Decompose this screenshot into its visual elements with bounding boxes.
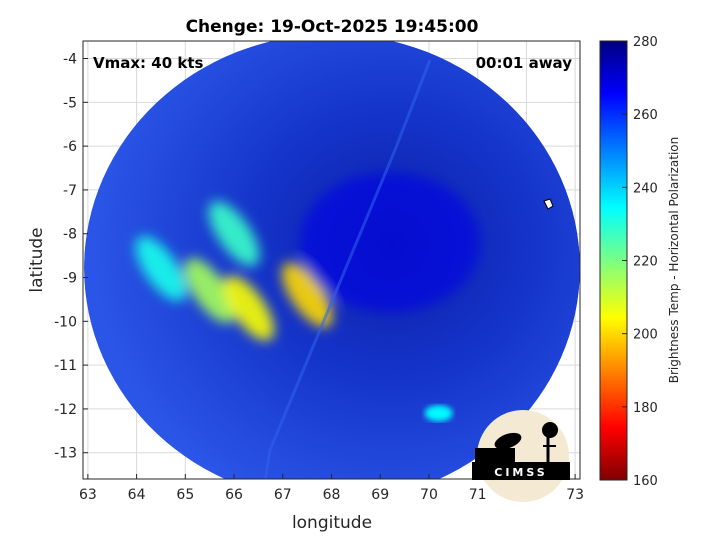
y-tick-label: -9 [63, 271, 77, 287]
chart-title: Chenge: 19-Oct-2025 19:45:00 [186, 17, 479, 37]
eye-region [299, 172, 480, 313]
y-axis-label: latitude [27, 227, 47, 292]
colorbar-label: Brightness Temp - Horizontal Polarizatio… [667, 137, 681, 384]
y-tick-label: -4 [63, 52, 77, 68]
y-tick-label: -13 [54, 446, 77, 462]
cold-band [281, 262, 333, 328]
x-tick-label: 69 [371, 487, 389, 503]
cold-band [184, 258, 236, 324]
colorbar-tick-label: 260 [633, 108, 658, 123]
y-tick-label: -12 [54, 402, 77, 418]
cold-band [223, 275, 275, 341]
y-tick-label: -10 [54, 314, 77, 330]
cimss-logo: CIMSS [472, 410, 570, 502]
cold-band [135, 236, 187, 302]
y-tick-label: -6 [63, 139, 77, 155]
x-tick-label: 64 [128, 487, 146, 503]
convective-bands [135, 172, 480, 341]
x-axis-label: longitude [292, 513, 372, 533]
colorbar-tick-label: 200 [633, 328, 658, 343]
time-away-annotation: 00:01 away [476, 54, 573, 72]
x-tick-label: 70 [420, 487, 438, 503]
colorbar-tick-label: 280 [633, 35, 658, 50]
y-ticks: -4 -5 -6 -7 -8 -9 -10 -11 -12 -13 [54, 52, 88, 462]
swath-seam [260, 59, 432, 479]
x-tick-label: 65 [176, 487, 194, 503]
y-tick-label: -11 [54, 358, 77, 374]
y-tick-label: -7 [63, 183, 77, 199]
colorbar: 280 260 240 220 200 180 160 Brightness Temp - … [599, 35, 681, 489]
colorbar-tick-label: 180 [633, 401, 658, 416]
cold-band [208, 201, 260, 267]
vmax-annotation: Vmax: 40 kts [93, 54, 203, 72]
x-tick-label: 68 [323, 487, 341, 503]
colorbar-tick-label: 220 [633, 255, 658, 270]
x-tick-label: 71 [469, 487, 487, 503]
colorbar-tick-label: 160 [633, 474, 658, 489]
x-tick-label: 66 [225, 487, 243, 503]
y-tick-label: -8 [63, 227, 77, 243]
x-tick-label: 73 [566, 487, 584, 503]
y-tick-label: -5 [63, 95, 77, 111]
marker-icon [543, 198, 554, 210]
colorbar-tick-label: 240 [633, 181, 658, 196]
colorbar-ticks: 280 260 240 220 200 180 160 [622, 35, 658, 489]
x-tick-label: 63 [79, 487, 97, 503]
cold-spots [424, 405, 453, 422]
logo-text: CIMSS [494, 466, 547, 479]
x-tick-label: 67 [274, 487, 292, 503]
cold-spot [424, 405, 453, 422]
